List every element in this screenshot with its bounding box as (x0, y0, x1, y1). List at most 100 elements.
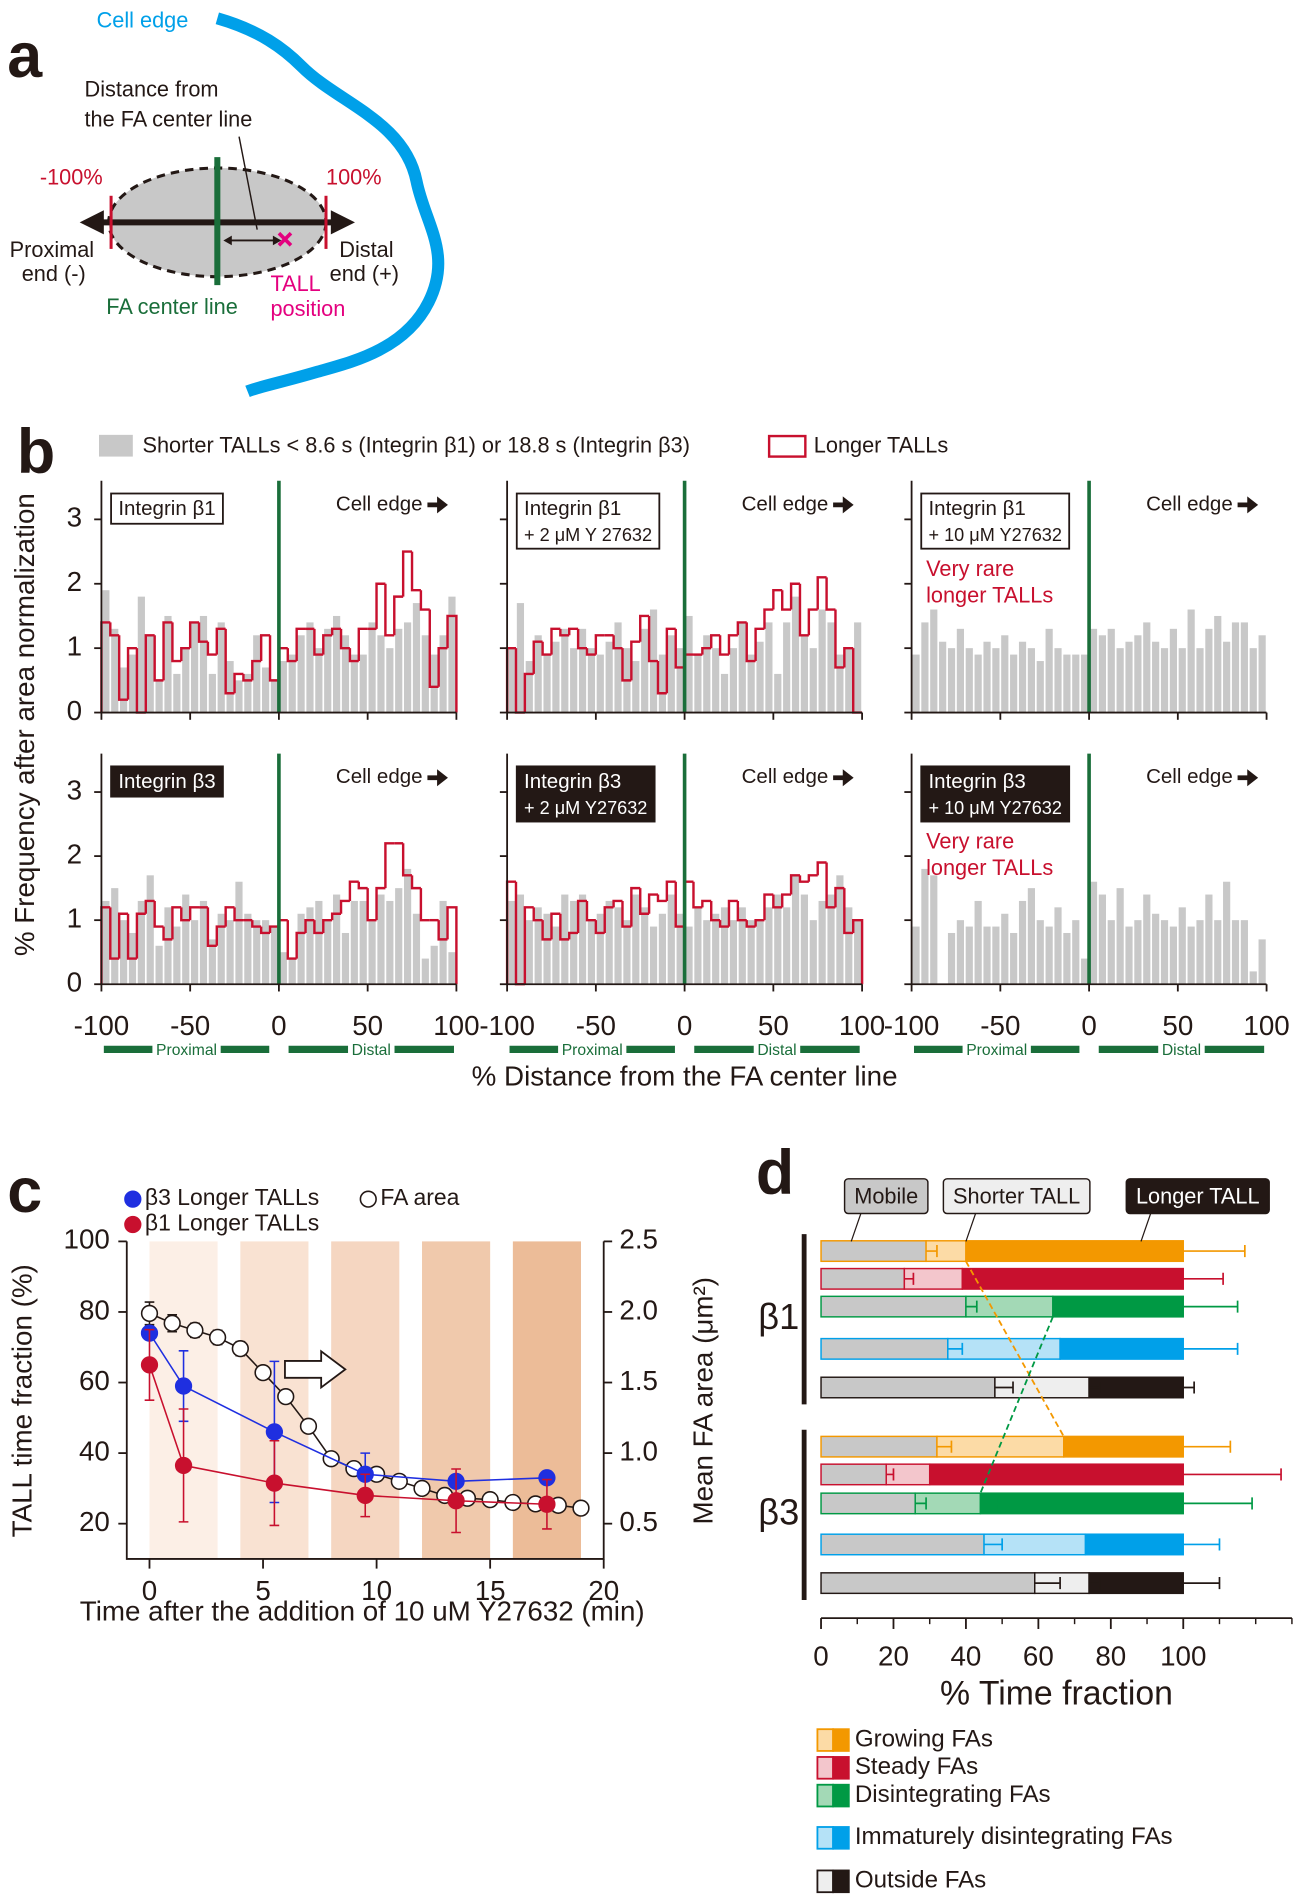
bar (1249, 971, 1257, 985)
x-tick-label: -50 (170, 1010, 210, 1041)
bar (315, 648, 323, 713)
step (523, 906, 534, 985)
step (242, 673, 253, 682)
bar (155, 945, 163, 985)
bar (421, 635, 429, 713)
x-axis-label: % Time fraction (940, 1674, 1173, 1712)
bar (930, 875, 938, 985)
bar (111, 628, 119, 713)
region-gap (753, 1039, 801, 1061)
bar (324, 628, 332, 713)
panel-tag: Integrin β1 (524, 497, 621, 520)
bar (262, 667, 270, 713)
step (393, 595, 404, 636)
bar-segment (820, 1533, 985, 1556)
legend-label: Immaturely disintegrating FAs (855, 1823, 1173, 1850)
bar (534, 635, 542, 713)
legend-label: Disintegrating FAs (855, 1781, 1051, 1808)
panel-label: a (7, 21, 43, 91)
step (692, 881, 703, 909)
legend-key-dark (832, 1728, 850, 1752)
bar (818, 900, 826, 985)
bar (377, 635, 385, 713)
region-gap (962, 1039, 1031, 1061)
bar (1178, 907, 1186, 985)
bar (359, 900, 367, 985)
step (384, 842, 395, 889)
bar (137, 596, 145, 713)
y-tick-label: 60 (79, 1365, 110, 1396)
error-bar (1183, 1381, 1195, 1394)
step (656, 894, 667, 903)
edge-label: Cell edge (1146, 765, 1233, 788)
bar-segment (820, 1240, 927, 1263)
bar (279, 661, 287, 713)
callout-box (1125, 1178, 1270, 1215)
bar (1125, 926, 1133, 985)
bar (1143, 894, 1151, 985)
step (674, 628, 685, 669)
marker (481, 1491, 499, 1509)
bar (614, 622, 622, 713)
bar (578, 894, 587, 985)
step (843, 646, 854, 668)
panel-tag: Integrin β1 (118, 497, 215, 520)
bar (430, 654, 438, 713)
cell-edge-label: Cell edge (97, 8, 189, 33)
error-bar (965, 1245, 973, 1258)
error-bar (1089, 1381, 1101, 1394)
step (612, 899, 623, 908)
callout-leader (850, 1213, 862, 1242)
step (576, 899, 587, 933)
annotation: Distance from (85, 76, 219, 101)
bar (676, 913, 684, 985)
step (446, 614, 458, 713)
error-bar (926, 1245, 938, 1258)
bar (747, 920, 755, 985)
cell-edge (215, 12, 445, 398)
step (188, 621, 200, 649)
step (233, 672, 244, 694)
y2-tick-label: 1.5 (619, 1365, 658, 1396)
bar (912, 654, 920, 713)
bar (507, 648, 516, 713)
step (789, 582, 800, 610)
step (109, 622, 120, 637)
panel-tag: + 2 μM Y27632 (524, 798, 647, 818)
bar (403, 622, 412, 713)
marker (299, 1417, 318, 1435)
edge-arrow (427, 496, 448, 514)
step (612, 635, 623, 650)
step (834, 609, 845, 669)
bar (191, 622, 199, 713)
tag-box (110, 765, 224, 798)
x-tick-label: 80 (1095, 1640, 1126, 1671)
bar (570, 648, 578, 713)
step (594, 920, 605, 935)
bar (217, 622, 225, 713)
bar-segment (820, 1572, 1036, 1595)
tag-box (920, 765, 1071, 823)
bar (747, 654, 755, 713)
bar (641, 628, 649, 713)
bar (774, 894, 782, 985)
step (437, 646, 448, 687)
step (621, 900, 632, 928)
step (162, 621, 173, 681)
step (410, 551, 421, 592)
bar (836, 875, 844, 985)
bar (297, 635, 305, 713)
bar (377, 894, 385, 985)
bar (1258, 635, 1266, 713)
y-axis-label: TALL time fraction (%) (6, 1264, 37, 1537)
error-bar (904, 1272, 915, 1285)
step (736, 900, 747, 922)
step (647, 615, 658, 663)
panel-label: b (17, 417, 55, 487)
step (798, 875, 809, 883)
region-gap (558, 1039, 627, 1061)
y-tick-label: 20 (79, 1506, 110, 1537)
region-label: Distal (757, 1042, 796, 1059)
step (268, 925, 279, 933)
legend-label: β1 Longer TALLs (145, 1210, 319, 1236)
